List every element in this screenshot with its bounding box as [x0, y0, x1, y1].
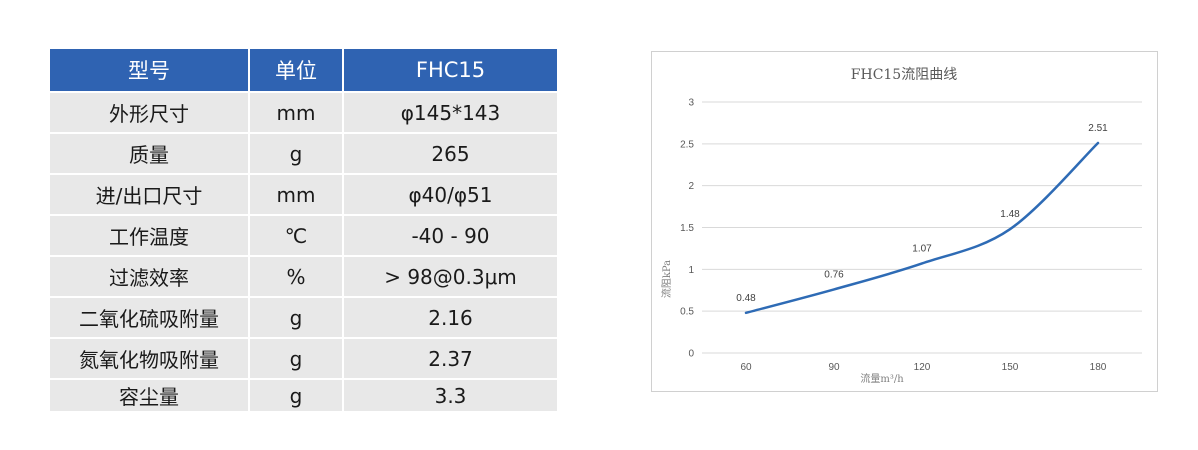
x-tick-label-2: 120	[914, 362, 931, 373]
x-tick-label-4: 180	[1090, 362, 1107, 373]
row-unit: mm	[249, 92, 344, 134]
row-value: 2.16	[343, 297, 557, 339]
data-label-3: 1.48	[1000, 209, 1020, 220]
row-label: 质量	[50, 133, 250, 175]
row-unit: mm	[249, 174, 344, 216]
data-label-1: 0.76	[824, 269, 844, 280]
y-tick-label-4: 2	[688, 181, 694, 192]
y-tick-label-2: 1	[688, 265, 694, 276]
row-label: 过滤效率	[50, 256, 250, 298]
row-value: -40 - 90	[343, 215, 557, 257]
x-tick-label-3: 150	[1002, 362, 1019, 373]
y-tick-label-3: 1.5	[680, 223, 694, 234]
header-model: 型号	[50, 49, 250, 93]
data-label-0: 0.48	[736, 293, 756, 304]
row-unit: ℃	[249, 215, 344, 257]
row-unit: g	[249, 379, 344, 411]
row-value: φ40/φ51	[343, 174, 557, 216]
flow-resistance-chart: FHC15流阻曲线 0 0.5 1 1.5 2 2.5 3 60 90 120 150 180 0.…	[651, 51, 1158, 392]
row-unit: %	[249, 256, 344, 298]
row-value: φ145*143	[343, 92, 557, 134]
table-row: 二氧化硫吸附量 g 2.16	[50, 297, 557, 339]
table-row: 进/出口尺寸 mm φ40/φ51	[50, 174, 557, 216]
x-tick-label-1: 90	[828, 362, 840, 373]
grid-lines	[702, 101, 1142, 354]
row-label: 氮氧化物吸附量	[50, 338, 250, 380]
y-tick-label-1: 0.5	[680, 307, 694, 318]
y-axis-ticks: 0 0.5 1 1.5 2 2.5 3	[680, 98, 694, 360]
table-row: 过滤效率 % > 98@0.3μm	[50, 256, 557, 298]
row-unit: g	[249, 338, 344, 380]
data-labels: 0.48 0.76 1.07 1.48 2.51	[736, 123, 1108, 304]
row-label: 外形尺寸	[50, 92, 250, 134]
x-axis-ticks: 60 90 120 150 180	[740, 362, 1106, 373]
table-header-row: 型号 单位 FHC15	[50, 49, 557, 93]
row-value: > 98@0.3μm	[343, 256, 557, 298]
row-unit: g	[249, 133, 344, 175]
series-layer	[744, 141, 1100, 315]
row-unit: g	[249, 297, 344, 339]
data-label-2: 1.07	[912, 243, 932, 254]
header-fhc15: FHC15	[343, 49, 557, 93]
row-value: 265	[343, 133, 557, 175]
row-value: 2.37	[343, 338, 557, 380]
table-row: 工作温度 ℃ -40 - 90	[50, 215, 557, 257]
row-value: 3.3	[343, 379, 557, 411]
table-row: 质量 g 265	[50, 133, 557, 175]
data-label-4: 2.51	[1088, 123, 1108, 134]
chart-title: FHC15流阻曲线	[851, 67, 957, 83]
row-label: 二氧化硫吸附量	[50, 297, 250, 339]
table-row: 氮氧化物吸附量 g 2.37	[50, 338, 557, 380]
table-row: 外形尺寸 mm φ145*143	[50, 92, 557, 134]
x-axis-title: 流量m³/h	[860, 372, 904, 385]
table-row: 容尘量 g 3.3	[50, 379, 557, 411]
spec-table: 型号 单位 FHC15 外形尺寸 mm φ145*143 质量 g 265 进/…	[50, 49, 557, 411]
y-tick-label-0: 0	[688, 349, 694, 360]
row-label: 工作温度	[50, 215, 250, 257]
y-tick-label-5: 2.5	[680, 139, 694, 150]
row-label: 容尘量	[50, 379, 250, 411]
y-tick-label-6: 3	[688, 98, 694, 109]
chart-canvas: FHC15流阻曲线 0 0.5 1 1.5 2 2.5 3 60 90 120 150 180 0.…	[660, 67, 1142, 385]
row-label: 进/出口尺寸	[50, 174, 250, 216]
header-unit: 单位	[249, 49, 344, 93]
x-tick-label-0: 60	[740, 362, 752, 373]
y-axis-title: 流阻kPa	[660, 260, 673, 298]
